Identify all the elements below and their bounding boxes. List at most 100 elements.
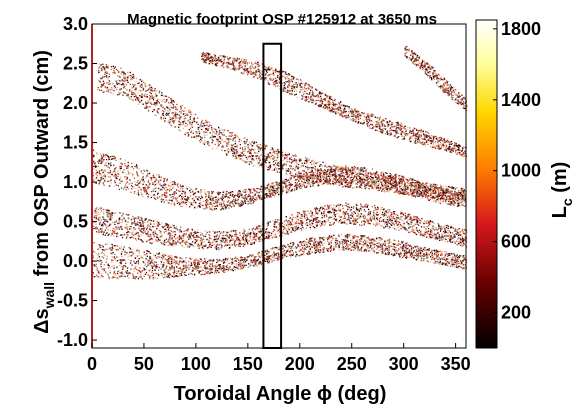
scatter-point (428, 132, 430, 134)
scatter-point (152, 99, 155, 101)
scatter-point (273, 193, 275, 195)
scatter-point (398, 124, 400, 126)
scatter-point (276, 191, 279, 194)
scatter-point (171, 118, 173, 120)
scatter-point (361, 114, 363, 116)
scatter-point (448, 192, 450, 194)
scatter-point (206, 134, 208, 136)
scatter-point (415, 138, 417, 140)
scatter-point (233, 137, 235, 139)
scatter-point (223, 202, 225, 204)
scatter-point (257, 66, 259, 68)
scatter-point (389, 127, 392, 129)
scatter-point (387, 124, 390, 126)
scatter-point (343, 175, 345, 177)
scatter-point (268, 83, 271, 85)
scatter-point (217, 192, 219, 194)
scatter-point (243, 160, 245, 162)
scatter-point (265, 144, 267, 147)
scatter-point (421, 67, 424, 69)
scatter-point (263, 158, 266, 161)
scatter-point (147, 102, 149, 104)
scatter-point (430, 140, 432, 142)
scatter-point (213, 54, 215, 56)
scatter-point (285, 185, 287, 188)
scatter-point (227, 148, 229, 150)
scatter-point (256, 152, 259, 154)
scatter-point (184, 134, 186, 136)
scatter-point (223, 57, 226, 59)
scatter-point (271, 78, 274, 81)
scatter-point (427, 139, 430, 141)
scatter-point (164, 194, 166, 197)
scatter-point (305, 82, 307, 84)
scatter-point (448, 88, 450, 91)
scatter-point (104, 169, 106, 171)
scatter-point (145, 106, 147, 108)
scatter-point (250, 73, 252, 75)
scatter-point (319, 96, 321, 99)
scatter-point (301, 95, 304, 97)
scatter-point (141, 84, 143, 86)
scatter-point (214, 200, 217, 202)
scatter-point (243, 197, 245, 199)
scatter-point (277, 71, 279, 73)
scatter-point (127, 164, 129, 167)
scatter-point (311, 90, 314, 92)
scatter-point (299, 79, 302, 81)
scatter-point (433, 76, 435, 78)
scatter-point (253, 76, 255, 78)
scatter-point (302, 165, 304, 167)
scatter-point (266, 193, 268, 195)
scatter-point (422, 144, 424, 146)
scatter-point (242, 153, 245, 155)
scatter-point (241, 203, 243, 205)
scatter-point (136, 96, 138, 99)
scatter-point (433, 184, 435, 186)
scatter-point (304, 159, 307, 162)
scatter-point (413, 194, 416, 197)
scatter-point (424, 139, 426, 141)
scatter-point (139, 79, 141, 81)
scatter-point (224, 56, 226, 58)
scatter-point (456, 193, 458, 195)
scatter-point (314, 103, 317, 105)
scatter-point (270, 149, 272, 151)
scatter-point (378, 118, 381, 120)
scatter-point (281, 169, 284, 171)
scatter-point (293, 86, 295, 88)
scatter-point (268, 156, 271, 158)
scatter-point (442, 79, 444, 81)
scatter-point (268, 189, 270, 191)
scatter-point (459, 198, 461, 200)
scatter-point (204, 134, 206, 136)
scatter-point (434, 70, 436, 72)
scatter-point (464, 153, 466, 155)
scatter-point (381, 125, 383, 127)
scatter-point (388, 120, 391, 122)
scatter-point (375, 173, 378, 175)
scatter-point (436, 189, 438, 191)
scatter-point (239, 61, 241, 63)
scatter-point (166, 114, 168, 116)
scatter-point (350, 170, 352, 172)
scatter-point (411, 135, 414, 137)
scatter-point (307, 174, 309, 177)
scatter-point (459, 152, 461, 154)
scatter-point (357, 122, 359, 124)
scatter-point (105, 90, 108, 92)
scatter-point (245, 62, 247, 64)
scatter-point (255, 199, 257, 201)
scatter-point (279, 155, 281, 157)
scatter-point (201, 125, 204, 127)
scatter-point (387, 177, 389, 179)
scatter-point (341, 172, 343, 174)
scatter-point (238, 203, 240, 206)
scatter-point (291, 175, 294, 177)
scatter-point (119, 89, 121, 91)
scatter-point (250, 72, 252, 74)
scatter-point (198, 131, 201, 133)
scatter-point (323, 169, 326, 171)
scatter-point (348, 111, 351, 113)
scatter-point (142, 79, 144, 82)
